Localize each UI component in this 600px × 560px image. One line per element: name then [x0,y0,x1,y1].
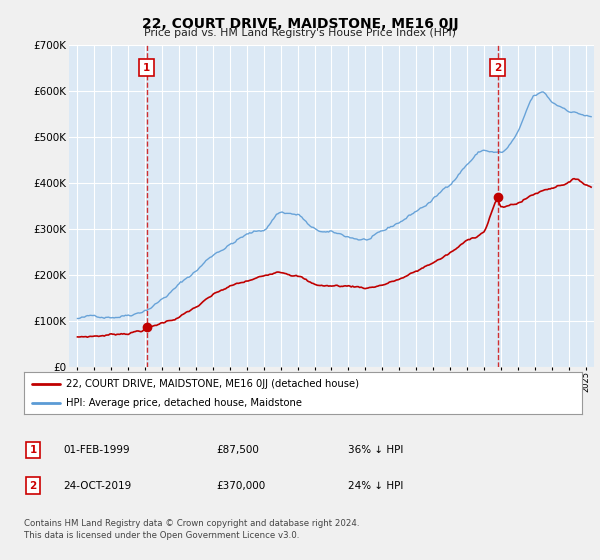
Text: Price paid vs. HM Land Registry's House Price Index (HPI): Price paid vs. HM Land Registry's House … [144,28,456,38]
Text: 36% ↓ HPI: 36% ↓ HPI [348,445,403,455]
Text: 1: 1 [29,445,37,455]
Text: 2: 2 [494,63,501,73]
Text: Contains HM Land Registry data © Crown copyright and database right 2024.
This d: Contains HM Land Registry data © Crown c… [24,519,359,540]
Text: 24% ↓ HPI: 24% ↓ HPI [348,480,403,491]
Text: 1: 1 [143,63,150,73]
Text: 2: 2 [29,480,37,491]
Text: HPI: Average price, detached house, Maidstone: HPI: Average price, detached house, Maid… [66,398,302,408]
Text: 22, COURT DRIVE, MAIDSTONE, ME16 0JJ: 22, COURT DRIVE, MAIDSTONE, ME16 0JJ [142,17,458,31]
Text: £370,000: £370,000 [216,480,265,491]
Text: 22, COURT DRIVE, MAIDSTONE, ME16 0JJ (detached house): 22, COURT DRIVE, MAIDSTONE, ME16 0JJ (de… [66,379,359,389]
Text: 24-OCT-2019: 24-OCT-2019 [63,480,131,491]
Text: 01-FEB-1999: 01-FEB-1999 [63,445,130,455]
Text: £87,500: £87,500 [216,445,259,455]
